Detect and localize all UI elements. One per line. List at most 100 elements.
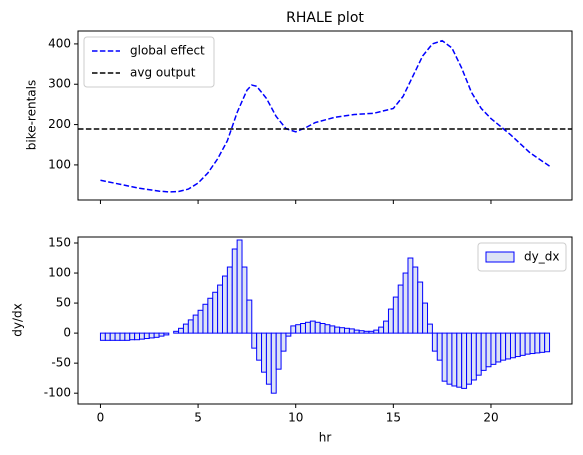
x-axis-label: hr <box>319 431 332 445</box>
bar <box>505 332 511 360</box>
bar <box>524 332 531 355</box>
x-tick-label: 15 <box>386 411 401 425</box>
bar <box>436 332 443 361</box>
bar <box>519 332 526 356</box>
bar <box>451 332 458 387</box>
axes-frame <box>77 30 573 201</box>
bar <box>339 327 346 334</box>
bar <box>373 329 380 334</box>
bar <box>475 332 482 376</box>
axes-frame <box>77 236 573 405</box>
bar <box>217 284 223 334</box>
bar <box>427 323 433 334</box>
bar <box>417 281 424 334</box>
legend-swatch <box>485 251 515 263</box>
bar <box>446 332 453 385</box>
chart-title: RHALE plot <box>286 10 364 26</box>
bar <box>275 332 282 370</box>
bar <box>212 291 219 334</box>
x-tick-label: 10 <box>288 411 303 425</box>
bar <box>509 332 516 359</box>
bar <box>231 248 238 334</box>
bar <box>383 320 389 334</box>
bar <box>109 332 116 341</box>
bar <box>261 332 267 373</box>
bar <box>129 332 136 341</box>
bar <box>495 332 502 363</box>
bar <box>358 330 365 334</box>
y-tick-label: 200 <box>48 117 71 131</box>
bar <box>319 323 326 334</box>
bar <box>197 309 204 334</box>
bar <box>148 332 155 339</box>
y-tick-label: 50 <box>56 296 71 310</box>
bar <box>431 332 438 352</box>
bar <box>441 332 448 382</box>
bar <box>236 239 243 334</box>
y-axis-label: bike-rentals <box>25 80 39 151</box>
y-tick-label: 400 <box>48 36 71 50</box>
y-tick-label: 100 <box>48 266 71 280</box>
bar <box>480 332 487 371</box>
y-tick-label: 150 <box>48 236 71 250</box>
bar <box>348 328 355 334</box>
bar <box>104 332 111 341</box>
bar <box>304 321 311 334</box>
bar <box>187 319 194 334</box>
bar <box>392 296 399 334</box>
bar <box>158 332 165 337</box>
bar <box>544 332 551 353</box>
bar <box>466 332 472 385</box>
bar <box>314 321 321 334</box>
bar <box>178 327 184 334</box>
y-tick-label: -100 <box>44 386 71 400</box>
bar <box>407 257 414 334</box>
legend-label: dy_dx <box>524 250 559 264</box>
bar <box>221 275 228 334</box>
bar <box>456 332 463 388</box>
bar <box>295 324 302 334</box>
bar <box>539 332 546 353</box>
bar <box>265 332 272 385</box>
bar <box>378 326 385 334</box>
bar <box>309 320 316 334</box>
bar <box>134 332 141 341</box>
bar <box>344 327 350 334</box>
bar <box>387 308 394 334</box>
bar <box>329 325 336 334</box>
y-tick-label: 0 <box>63 326 71 340</box>
bar <box>485 332 492 368</box>
bar <box>422 302 429 334</box>
bar <box>324 324 331 334</box>
bar <box>334 326 341 334</box>
bar <box>270 332 277 394</box>
bar <box>290 325 297 334</box>
bar <box>353 329 360 334</box>
bar <box>363 330 370 334</box>
bar <box>412 266 419 334</box>
bar <box>514 332 521 358</box>
y-tick-label: 100 <box>48 157 71 171</box>
bar <box>207 297 214 334</box>
bar <box>256 332 263 361</box>
legend-box <box>83 36 215 88</box>
bar <box>402 272 409 334</box>
bar <box>143 332 150 340</box>
bar <box>529 332 536 355</box>
legend-label: avg output <box>130 66 196 80</box>
bar <box>534 332 541 354</box>
y-tick-label: -50 <box>51 356 71 370</box>
y-axis-label: dy/dx <box>11 303 25 336</box>
bar <box>124 332 131 341</box>
bar <box>246 299 253 334</box>
bar <box>300 323 306 334</box>
line-series <box>100 39 550 193</box>
bar <box>500 332 507 361</box>
y-tick-label: 300 <box>48 77 71 91</box>
bar <box>119 332 126 341</box>
bar <box>173 330 180 334</box>
bar <box>114 332 121 341</box>
bar <box>285 332 292 337</box>
bar <box>226 266 233 334</box>
bar <box>470 332 477 381</box>
